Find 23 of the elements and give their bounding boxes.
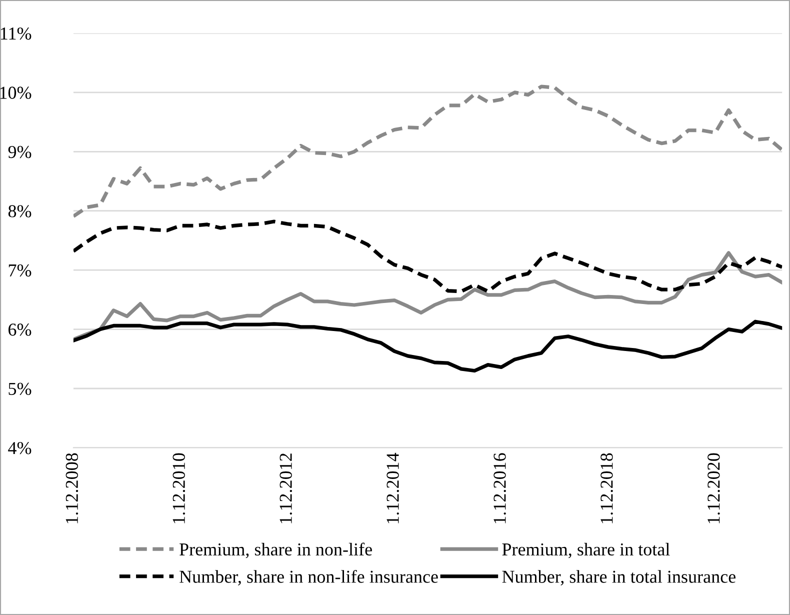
y-tick-label: 11% bbox=[0, 27, 32, 40]
x-tick-label: 1.12.2012 bbox=[280, 454, 292, 524]
y-tick-label: 8% bbox=[8, 205, 32, 218]
x-tick-label: 1.12.2018 bbox=[600, 453, 613, 524]
x-tick-label: 1.12.2010 bbox=[172, 453, 186, 524]
x-tick-label: 1.12.2020 bbox=[708, 453, 720, 524]
legend-label: Number, share in total insurance bbox=[502, 570, 736, 586]
line-series bbox=[73, 320, 782, 373]
y-tick-label: 4% bbox=[8, 442, 32, 454]
legend-label: Premium, share in total bbox=[502, 542, 670, 558]
line-series bbox=[73, 84, 782, 218]
x-tick-label: 1.12.2016 bbox=[494, 453, 506, 524]
legend-label: Number, share in non-life insurance bbox=[180, 570, 438, 586]
y-tick-label: 7% bbox=[8, 264, 32, 277]
line-series bbox=[73, 220, 782, 294]
y-tick-label: 10% bbox=[0, 86, 32, 99]
y-tick-label: 5% bbox=[8, 382, 32, 396]
y-tick-label: 6% bbox=[8, 324, 32, 336]
line-series bbox=[73, 251, 782, 342]
x-tick-label: 1.12.2008 bbox=[66, 453, 78, 524]
x-tick-label: 1.12.2014 bbox=[386, 452, 399, 524]
y-tick-label: 9% bbox=[8, 146, 32, 158]
legend-label: Premium, share in non-life bbox=[180, 542, 372, 558]
